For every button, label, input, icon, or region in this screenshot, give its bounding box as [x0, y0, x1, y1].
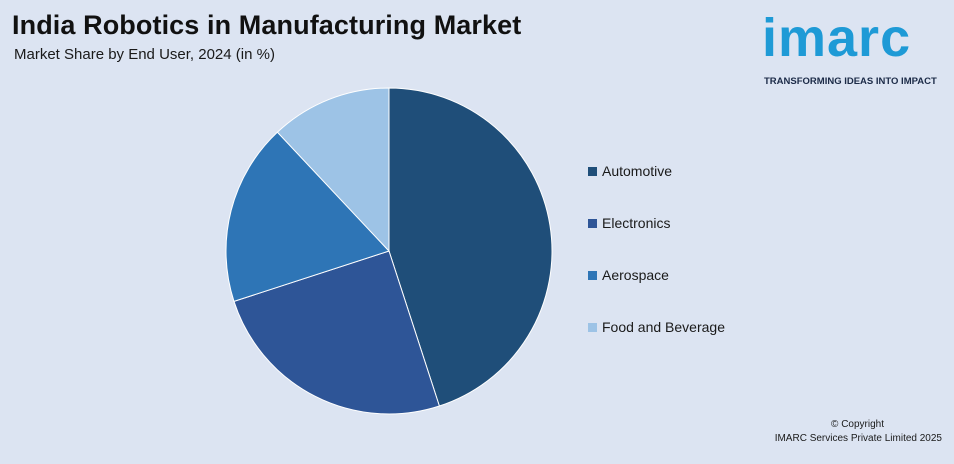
legend-item-food-and-beverage: Food and Beverage	[588, 318, 725, 336]
pie-slice-automotive	[388, 87, 553, 407]
copyright-line-1: © Copyright	[831, 419, 884, 430]
pie-slice-food-and-beverage	[276, 87, 390, 253]
legend-swatch	[588, 322, 597, 332]
legend-label: Aerospace	[602, 267, 669, 283]
legend-item-aerospace: Aerospace	[588, 266, 725, 284]
pie-slice-electronics	[233, 250, 441, 415]
logo-wordmark: imarc	[762, 8, 912, 68]
legend-swatch	[588, 218, 597, 228]
chart-legend: Automotive Electronics Aerospace Food and B…	[588, 162, 725, 370]
pie-chart	[224, 86, 554, 416]
pie-chart-svg	[225, 87, 553, 415]
legend-swatch	[588, 166, 597, 176]
copyright-line-2: IMARC Services Private Limited 2025	[774, 433, 942, 444]
legend-item-automotive: Automotive	[588, 162, 725, 180]
legend-label: Automotive	[602, 163, 673, 179]
copyright-notice: © Copyright IMARC Services Private Limit…	[775, 418, 942, 446]
chart-subtitle: Market Share by End User, 2024 (in %)	[14, 46, 275, 63]
legend-item-electronics: Electronics	[588, 214, 725, 232]
legend-label: Electronics	[602, 215, 671, 231]
legend-swatch	[588, 270, 597, 280]
pie-slice-aerospace	[225, 131, 390, 303]
chart-title: India Robotics in Manufacturing Market	[12, 10, 522, 40]
legend-label: Food and Beverage	[602, 319, 725, 335]
logo-tagline: TRANSFORMING IDEAS INTO IMPACT	[764, 76, 937, 87]
imarc-logo: imarc TRANSFORMING IDEAS INTO IMPACT	[762, 6, 948, 90]
